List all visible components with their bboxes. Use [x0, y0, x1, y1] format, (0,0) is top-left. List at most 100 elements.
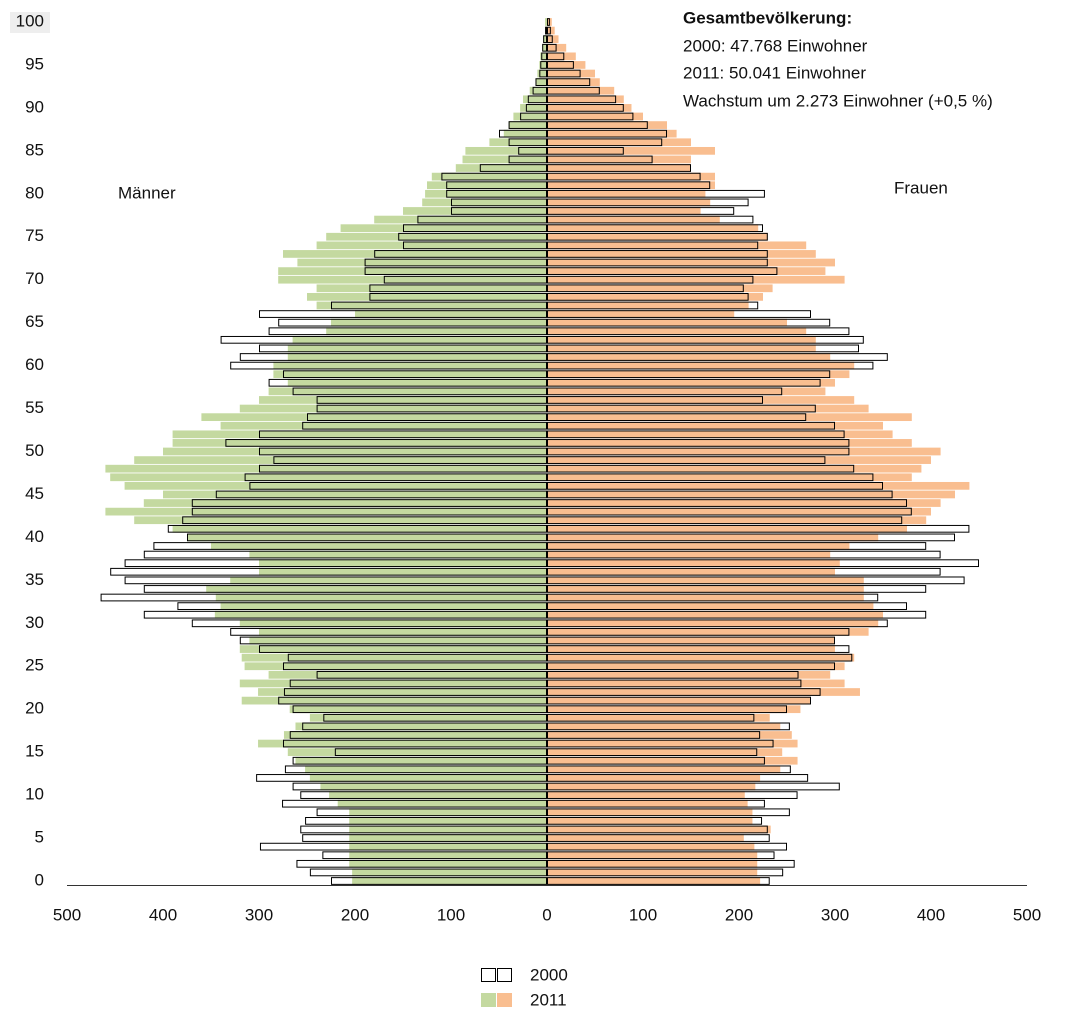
bar-outline	[547, 559, 979, 568]
annotation-line: 2011: 50.041 Einwohner	[683, 63, 866, 82]
bar	[547, 499, 941, 507]
bar-outline	[316, 670, 547, 679]
bar-outline	[244, 473, 547, 482]
bar-outline	[541, 52, 547, 61]
bar	[163, 490, 547, 499]
bar-outline	[191, 499, 548, 507]
bar-outline	[547, 207, 735, 215]
bar	[547, 104, 632, 112]
bar-outline	[543, 35, 547, 44]
bar	[547, 112, 643, 121]
bar-outline	[547, 224, 763, 233]
bar-outline	[143, 585, 548, 593]
bar	[547, 567, 835, 576]
bar-outline	[547, 258, 768, 267]
bar-outline	[259, 447, 547, 456]
bar	[316, 241, 547, 250]
bar-outline	[547, 868, 784, 877]
bar-outline	[547, 817, 763, 825]
bar	[547, 473, 912, 482]
legend-swatch	[481, 968, 496, 982]
bar	[206, 585, 547, 593]
bar-outline	[230, 628, 547, 636]
y-tick-label: 95	[25, 54, 44, 73]
bar	[547, 413, 912, 422]
bar	[547, 387, 826, 396]
bar	[241, 653, 547, 662]
bar	[547, 284, 773, 293]
bar	[547, 834, 744, 842]
bar	[547, 576, 864, 585]
y-tick-label: 60	[25, 355, 44, 374]
bar-outline	[547, 533, 955, 542]
bar	[305, 765, 547, 774]
bar-outline	[302, 722, 548, 731]
bar-outline	[525, 104, 548, 112]
x-tick-label: 300	[821, 905, 849, 924]
bar-outline	[547, 808, 790, 817]
bar	[547, 662, 845, 671]
bar-outline	[547, 739, 774, 748]
bar	[163, 447, 547, 456]
y-tick-label: 50	[25, 441, 44, 460]
bar-outline	[547, 189, 765, 198]
group-label: Männer	[118, 183, 176, 202]
bar	[547, 817, 753, 825]
bar	[547, 481, 970, 490]
bar	[326, 232, 547, 241]
bar	[547, 138, 691, 147]
bar-outline	[283, 739, 547, 748]
bar-outline	[547, 550, 941, 559]
bar-outline	[547, 859, 795, 868]
bar	[349, 825, 547, 834]
bar	[547, 619, 879, 628]
bar-outline	[283, 662, 547, 671]
bar-outline	[369, 293, 547, 301]
y-tick-label: 10	[25, 785, 44, 804]
y-tick-label: 5	[35, 828, 44, 847]
bar	[422, 198, 547, 207]
bar-outline	[539, 69, 548, 78]
bar	[547, 765, 781, 774]
bar-outline	[289, 731, 547, 739]
bar-outline	[545, 26, 548, 35]
bar	[337, 799, 547, 808]
bar-outline	[547, 155, 653, 164]
bar	[547, 353, 831, 361]
bar-outline	[187, 533, 547, 542]
bar-outline	[446, 181, 548, 190]
bar-outline	[547, 250, 768, 258]
bar	[547, 396, 855, 404]
y-tick-label: 55	[25, 398, 44, 417]
bar-outline	[547, 524, 970, 533]
bar	[547, 679, 845, 688]
bar	[455, 164, 547, 172]
y-tick-label: 15	[25, 742, 44, 761]
bar	[331, 318, 547, 327]
bar	[287, 378, 547, 387]
bar-outline	[547, 378, 821, 387]
bar	[110, 473, 547, 482]
bar-outline	[547, 507, 912, 516]
bar	[547, 404, 869, 413]
bar	[547, 705, 801, 714]
bar-outline	[259, 842, 547, 851]
bar	[134, 456, 547, 464]
x-tick-label: 100	[629, 905, 657, 924]
bar-outline	[268, 327, 547, 336]
bar-outline	[278, 318, 547, 327]
bar-outline	[532, 86, 547, 95]
bar	[547, 602, 874, 610]
bar-outline	[547, 172, 701, 181]
bar	[349, 834, 547, 842]
bar-outline	[300, 825, 547, 834]
bar	[220, 602, 547, 610]
bar	[431, 172, 547, 181]
bar	[220, 421, 547, 430]
bar-outline	[302, 421, 548, 430]
bar-outline	[284, 765, 547, 774]
bar-outline	[249, 481, 547, 490]
bar	[547, 69, 595, 78]
bar-outline	[331, 877, 547, 885]
annotation-line: 2000: 47.768 Einwohner	[683, 36, 868, 55]
